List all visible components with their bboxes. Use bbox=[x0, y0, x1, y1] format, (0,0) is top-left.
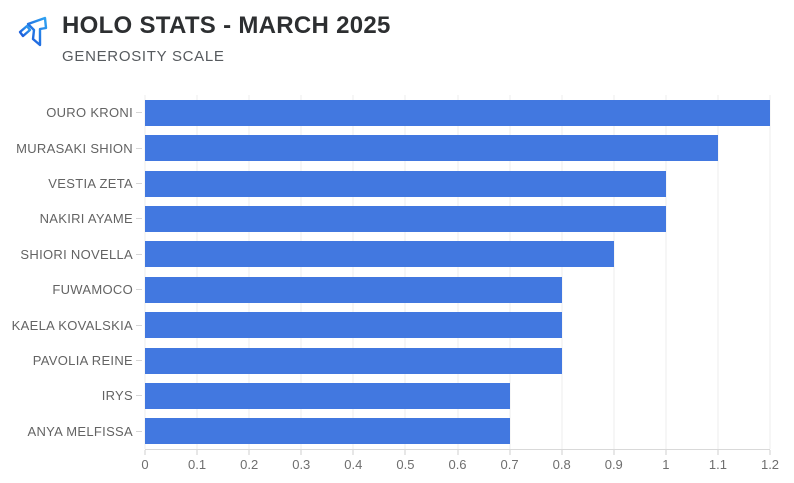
gridline bbox=[144, 95, 146, 449]
bar-row: OURO KRONI bbox=[0, 95, 770, 130]
x-axis-tick-mark bbox=[769, 450, 771, 455]
x-axis-tick-mark bbox=[352, 450, 354, 455]
x-axis-tick-label: 0.5 bbox=[396, 457, 415, 472]
x-axis-tick-label: 1 bbox=[662, 457, 670, 472]
bar bbox=[145, 276, 562, 303]
x-axis-tick-mark bbox=[404, 450, 406, 455]
category-tick-mark bbox=[136, 395, 142, 397]
x-axis-tick-label: 0.2 bbox=[240, 457, 259, 472]
bar-row: FUWAMOCO bbox=[0, 272, 770, 307]
x-axis-tick-mark bbox=[717, 450, 719, 455]
category-tick-mark bbox=[136, 324, 142, 326]
bar-row: ANYA MELFISSA bbox=[0, 414, 770, 449]
bar-track bbox=[145, 307, 770, 342]
x-axis-tick-label: 1.1 bbox=[708, 457, 727, 472]
bar-row: NAKIRI AYAME bbox=[0, 201, 770, 236]
gridline bbox=[352, 95, 354, 449]
category-tick-mark bbox=[136, 253, 142, 255]
bar-row: VESTIA ZETA bbox=[0, 166, 770, 201]
x-axis-tick-mark bbox=[509, 450, 511, 455]
bar-rows: OURO KRONI MURASAKI SHION VESTIA ZETA NAKIR… bbox=[0, 95, 770, 449]
plot-background bbox=[144, 95, 771, 450]
bar-row: IRYS bbox=[0, 378, 770, 413]
bar-track bbox=[145, 414, 770, 449]
gridline bbox=[665, 95, 667, 449]
bar-row: KAELA KOVALSKIA bbox=[0, 307, 770, 342]
bar-row: SHIORI NOVELLA bbox=[0, 237, 770, 272]
gridline bbox=[717, 95, 719, 449]
bar-chart: OURO KRONI MURASAKI SHION VESTIA ZETA NAKIR… bbox=[0, 95, 771, 450]
x-axis-tick-label: 0.7 bbox=[500, 457, 519, 472]
category-label: PAVOLIA REINE bbox=[32, 353, 133, 369]
category-tick-mark bbox=[136, 289, 142, 291]
gridline bbox=[248, 95, 250, 449]
x-axis-tick-mark bbox=[196, 450, 198, 455]
category-tick-mark bbox=[136, 112, 142, 114]
category-label: VESTIA ZETA bbox=[48, 176, 133, 192]
bar-track bbox=[145, 237, 770, 272]
bar bbox=[145, 347, 562, 374]
bar-track bbox=[145, 272, 770, 307]
bar bbox=[145, 99, 770, 126]
x-axis-tick-label: 0.8 bbox=[552, 457, 571, 472]
gridline bbox=[561, 95, 563, 449]
category-label: SHIORI NOVELLA bbox=[20, 246, 133, 262]
bar bbox=[145, 135, 718, 162]
x-axis-tick-mark bbox=[144, 450, 146, 455]
bar-track bbox=[145, 343, 770, 378]
bar bbox=[145, 170, 666, 197]
x-axis-tick-mark bbox=[300, 450, 302, 455]
category-label: OURO KRONI bbox=[46, 105, 133, 121]
bar bbox=[145, 382, 510, 409]
category-tick-mark bbox=[136, 183, 142, 185]
bar-row: MURASAKI SHION bbox=[0, 130, 770, 165]
bar-track bbox=[145, 201, 770, 236]
bar bbox=[145, 418, 510, 445]
bar-track bbox=[145, 95, 770, 130]
bar bbox=[145, 205, 666, 232]
page-subtitle: GENEROSITY SCALE bbox=[62, 48, 225, 65]
x-axis-tick-mark bbox=[457, 450, 458, 455]
gridline bbox=[196, 95, 198, 449]
bar bbox=[145, 241, 614, 268]
x-axis-tick-mark bbox=[613, 450, 615, 455]
gridline bbox=[457, 95, 458, 449]
x-axis-tick-label: 0.4 bbox=[344, 457, 363, 472]
bar-row: PAVOLIA REINE bbox=[0, 343, 770, 378]
x-axis-tick-label: 0.6 bbox=[448, 457, 467, 472]
gridline bbox=[769, 95, 771, 449]
page-title: HOLO STATS - MARCH 2025 bbox=[62, 12, 391, 39]
x-axis-tick-label: 1.2 bbox=[760, 457, 780, 472]
bar-track bbox=[145, 166, 770, 201]
category-tick-mark bbox=[136, 360, 142, 362]
bar bbox=[145, 312, 562, 339]
x-axis-tick-mark bbox=[248, 450, 250, 455]
gridline bbox=[509, 95, 511, 449]
category-label: KAELA KOVALSKIA bbox=[11, 317, 133, 333]
gridline bbox=[613, 95, 615, 449]
holo-logo-icon bbox=[18, 16, 48, 47]
category-tick-mark bbox=[136, 218, 142, 220]
category-label: MURASAKI SHION bbox=[16, 140, 133, 156]
category-tick-mark bbox=[136, 430, 142, 432]
bar-track bbox=[145, 130, 770, 165]
category-label: FUWAMOCO bbox=[52, 282, 133, 298]
bar-track bbox=[145, 378, 770, 413]
category-label: ANYA MELFISSA bbox=[27, 423, 133, 439]
x-axis-tick-mark bbox=[665, 450, 667, 455]
gridline bbox=[300, 95, 302, 449]
x-axis-tick-mark bbox=[561, 450, 563, 455]
category-tick-mark bbox=[136, 147, 142, 149]
category-label: NAKIRI AYAME bbox=[39, 211, 133, 227]
chart-header: HOLO STATS - MARCH 2025 GENEROSITY SCALE bbox=[62, 12, 391, 65]
category-label: IRYS bbox=[101, 388, 133, 404]
x-axis-tick-label: 0.9 bbox=[604, 457, 623, 472]
x-axis-tick-label: 0.1 bbox=[188, 457, 207, 472]
x-axis: 0 0.1 0.2 0.3 0.4 0.5 0.6 0.7 0.8 0.9 1 1.1 1.2 bbox=[141, 450, 779, 480]
x-axis-tick-label: 0.3 bbox=[292, 457, 311, 472]
x-axis-tick-label: 0 bbox=[141, 457, 149, 472]
gridline bbox=[404, 95, 406, 449]
